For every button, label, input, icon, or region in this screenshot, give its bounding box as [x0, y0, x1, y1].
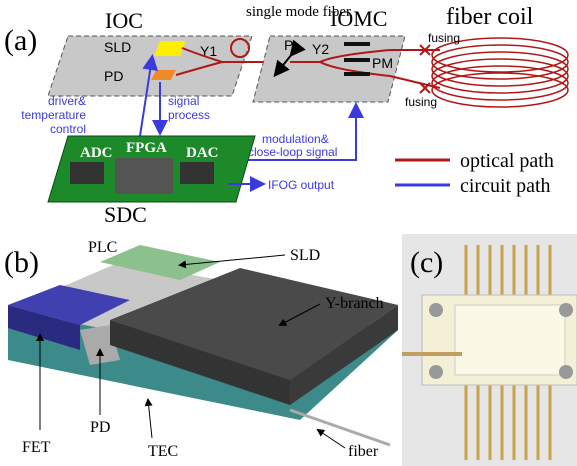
label: PD [90, 419, 110, 436]
signal-label: process [168, 108, 210, 122]
mount-hole [429, 365, 443, 379]
signal-label: signal [168, 94, 199, 108]
legend-label: optical path [460, 150, 554, 172]
driver-label: temperature [21, 108, 86, 122]
panel-label: (a) [4, 24, 37, 57]
fiber-coil [432, 38, 568, 107]
fusing-mark [420, 45, 430, 93]
label: FET [22, 439, 51, 456]
pd-label: PD [104, 68, 123, 84]
label: TEC [148, 443, 178, 460]
label: fiber [348, 443, 379, 460]
label: SLD [290, 247, 320, 264]
modulation-label: close-loop signal [248, 145, 337, 159]
mount-hole [559, 303, 573, 317]
ioc-label: IOC [105, 8, 143, 33]
fusing-label: fusing [405, 95, 437, 109]
panel-a: (a) IOC SLD PD Y1 single mode fiber IOMC… [4, 4, 568, 227]
pointer [148, 400, 152, 438]
modulation-label: modulation& [262, 132, 329, 146]
driver-label: control [50, 122, 86, 136]
figure: (a) IOC SLD PD Y1 single mode fiber IOMC… [0, 0, 577, 466]
y2-label: Y2 [312, 41, 329, 57]
fiber-line [290, 410, 390, 445]
fiber-pigtail [402, 352, 462, 356]
panel-label: (b) [4, 246, 39, 279]
fusing-label: fusing [428, 31, 460, 45]
label: Y-branch [325, 295, 384, 312]
driver-label: driver& [48, 94, 86, 108]
legend-label: circuit path [460, 175, 551, 197]
chip-label: FPGA [126, 140, 167, 156]
sdc-label: SDC [104, 202, 147, 227]
label: PLC [88, 239, 117, 256]
panel-c: (c) [402, 234, 577, 466]
output-label: IFOG output [268, 178, 335, 192]
sld-label: SLD [104, 39, 131, 55]
mount-hole [559, 365, 573, 379]
chip-label: ADC [80, 145, 113, 161]
pm-electrode [344, 72, 370, 76]
pointer [318, 430, 345, 448]
chip [70, 162, 104, 184]
pm-label: PM [372, 55, 393, 71]
chip-label: DAC [186, 145, 219, 161]
chip [115, 158, 173, 194]
chip [180, 162, 214, 184]
panel-b: (b) PLC SLD Y-branch FET PD TEC fiber [4, 239, 398, 460]
pm-electrode [344, 42, 370, 46]
pm-electrode [344, 58, 370, 62]
panel-label: (c) [410, 246, 443, 279]
p-label: P [284, 37, 293, 53]
package-lid [455, 305, 565, 375]
coil-label: fiber coil [446, 4, 534, 30]
mount-hole [429, 303, 443, 317]
iomc-label: IOMC [330, 6, 387, 31]
